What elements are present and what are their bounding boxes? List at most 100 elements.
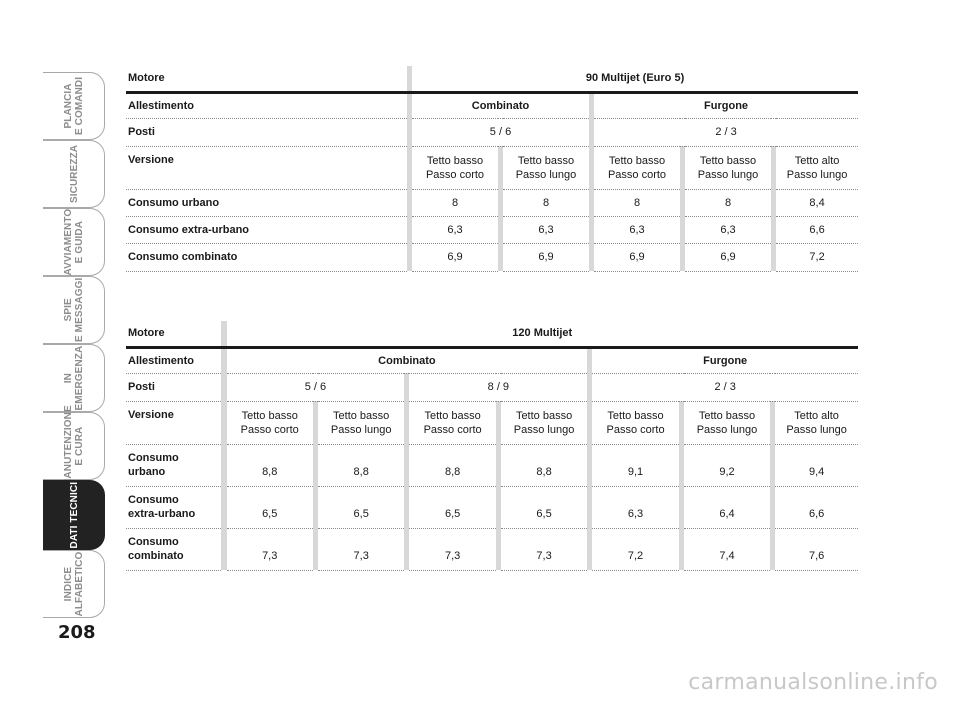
column-divider [312,528,318,570]
tab-label: PLANCIA E COMANDI [63,76,85,135]
versione-label: Versione [126,146,407,190]
allestimento-value: Combinato [412,92,589,119]
table-row: Posti 5 / 6 2 / 3 [126,118,859,147]
table-row: Posti 5 / 6 8 / 9 2 / 3 [126,373,858,402]
versione-value: Tetto basso Passo lungo [317,401,405,445]
table-row: Motore 120 Multijet [126,321,858,349]
tab-plancia-e-comandi[interactable]: PLANCIA E COMANDI [43,72,105,140]
value-cell: 6,5 [317,486,405,529]
versione-value: Tetto basso Passo corto [409,401,496,445]
column-divider [404,528,410,570]
column-divider [407,92,412,118]
column-divider [221,347,227,373]
allestimento-label: Allestimento [126,347,222,374]
column-divider [312,486,318,528]
value-cell: 8,8 [226,444,313,487]
value-cell: 6,9 [685,243,771,272]
column-divider [587,528,593,570]
value-cell: 7,3 [317,528,405,571]
column-divider [587,486,593,528]
tab-sicurezza[interactable]: SICUREZZA [43,140,105,208]
posti-value: 2 / 3 [594,118,859,147]
motore-label: Motore [126,321,222,349]
tab-dati-tecnici[interactable]: DATI TECNICI [43,480,105,550]
versione-value: Tetto alto Passo lungo [775,401,858,445]
value-cell: 7,2 [776,243,859,272]
value-cell: 8 [594,189,680,217]
tab-spie-e-messaggi[interactable]: SPIE E MESSAGGI [43,276,105,344]
column-divider [680,216,685,243]
table-row: Consumo combinato 7,3 7,3 7,3 7,3 7,2 7,4… [126,528,858,571]
tab-avviamento-e-guida[interactable]: AVVIAMENTO E GUIDA [43,208,105,276]
column-divider [312,444,318,486]
column-divider [221,401,227,444]
posti-label: Posti [126,118,407,147]
value-cell: 6,6 [776,216,859,244]
value-cell: 6,3 [592,486,679,529]
column-divider [407,216,412,243]
column-divider [407,189,412,216]
column-divider [587,401,593,444]
column-divider [221,528,227,570]
tab-manutenzione-e-cura[interactable]: MANUTENZIONE E CURA [43,405,105,487]
versione-value: Tetto basso Passo corto [226,401,313,445]
column-divider [404,401,410,444]
column-divider [587,373,593,401]
column-divider [404,373,410,401]
table-row: Motore 90 Multijet (Euro 5) [126,66,859,94]
column-divider [770,444,776,486]
consumo-combinato-label: Consumo combinato [126,528,222,571]
value-cell: 8 [503,189,589,217]
versione-value: Tetto basso Passo lungo [503,146,589,190]
table-row: Versione Tetto basso Passo corto Tetto ba… [126,146,859,190]
column-divider [498,146,503,189]
value-cell: 7,6 [775,528,858,571]
versione-value: Tetto basso Passo corto [412,146,498,190]
column-divider [407,66,412,94]
column-divider [589,118,594,146]
tab-indice-alfabetico[interactable]: INDICE ALFABETICO [43,550,105,618]
column-divider [221,373,227,401]
consumo-combinato-label: Consumo combinato [126,243,407,272]
value-cell: 6,3 [412,216,498,244]
column-divider [680,243,685,271]
column-divider [678,401,684,444]
column-divider [589,216,594,243]
value-cell: 6,9 [412,243,498,272]
column-divider [312,401,318,444]
column-divider [678,528,684,570]
watermark: carmanualsonline.info [688,670,938,695]
column-divider [495,528,501,570]
value-cell: 8 [685,189,771,217]
value-cell: 9,1 [592,444,679,487]
value-cell: 7,2 [592,528,679,571]
tab-label: MANUTENZIONE E CURA [63,405,85,487]
value-cell: 6,9 [594,243,680,272]
posti-value: 5 / 6 [412,118,589,147]
allestimento-value: Furgone [594,92,859,119]
value-cell: 6,5 [500,486,588,529]
column-divider [770,528,776,570]
column-divider [587,444,593,486]
value-cell: 7,3 [226,528,313,571]
versione-value: Tetto basso Passo lungo [685,146,771,190]
column-divider [771,146,776,189]
value-cell: 8,8 [317,444,405,487]
column-divider [771,243,776,271]
posti-label: Posti [126,373,222,402]
column-divider [771,216,776,243]
value-cell: 6,3 [503,216,589,244]
versione-value: Tetto basso Passo lungo [683,401,771,445]
table-row: Consumo extra-urbano 6,3 6,3 6,3 6,3 6,6 [126,216,859,244]
column-divider [770,401,776,444]
tab-in-emergenza[interactable]: IN EMERGENZA [43,344,105,412]
value-cell: 7,3 [500,528,588,571]
tab-label: SPIE E MESSAGGI [63,277,85,342]
consumo-urbano-label: Consumo urbano [126,444,222,487]
value-cell: 6,5 [226,486,313,529]
column-divider [404,444,410,486]
value-cell: 6,6 [775,486,858,529]
column-divider [495,486,501,528]
value-cell: 6,3 [594,216,680,244]
column-divider [404,486,410,528]
